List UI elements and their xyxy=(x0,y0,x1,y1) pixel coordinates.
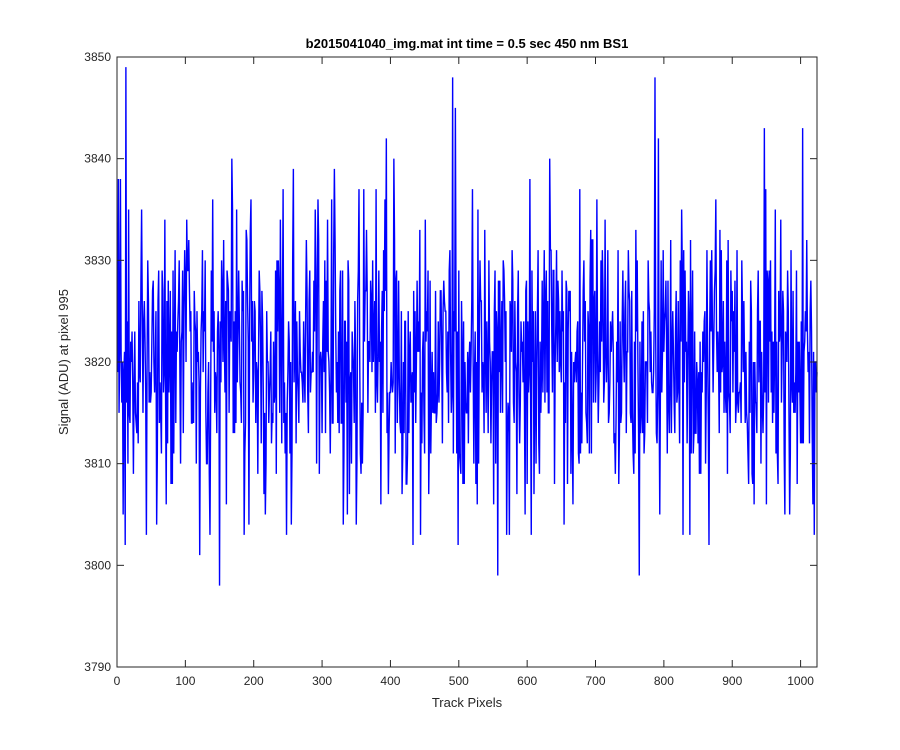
x-tick-label: 500 xyxy=(449,674,469,688)
x-axis-ticks: 0 100 200 300 400 500 600 700 800 900 1000 xyxy=(114,57,814,688)
series-line xyxy=(116,67,818,586)
y-tick-label: 3790 xyxy=(84,660,111,674)
x-tick-label: 700 xyxy=(586,674,606,688)
chart-title: b2015041040_img.mat int time = 0.5 sec 4… xyxy=(306,36,629,51)
y-axis-label: Signal (ADU) at pixel 995 xyxy=(56,289,71,435)
x-tick-label: 300 xyxy=(312,674,332,688)
x-tick-label: 400 xyxy=(380,674,400,688)
series-layer xyxy=(116,67,818,586)
x-tick-label: 1000 xyxy=(787,674,814,688)
y-tick-label: 3810 xyxy=(84,457,111,471)
x-tick-label: 600 xyxy=(517,674,537,688)
y-tick-label: 3830 xyxy=(84,253,111,267)
y-axis-ticks: 3790 3800 3810 3820 3830 3840 3850 xyxy=(84,50,817,674)
x-tick-label: 800 xyxy=(654,674,674,688)
y-tick-label: 3800 xyxy=(84,558,111,572)
y-tick-label: 3840 xyxy=(84,152,111,166)
x-tick-label: 100 xyxy=(175,674,195,688)
y-tick-label: 3850 xyxy=(84,50,111,64)
x-axis-label: Track Pixels xyxy=(432,695,503,710)
x-tick-label: 900 xyxy=(722,674,742,688)
x-tick-label: 200 xyxy=(244,674,264,688)
x-tick-label: 0 xyxy=(114,674,121,688)
y-tick-label: 3820 xyxy=(84,355,111,369)
